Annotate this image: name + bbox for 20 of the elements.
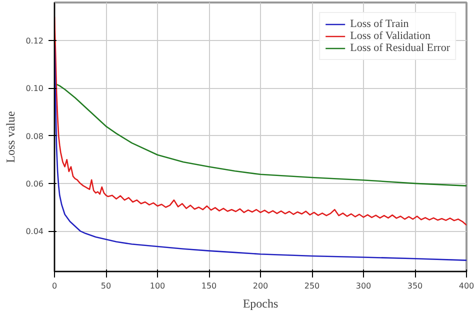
legend-label: Loss of Train [350,18,409,30]
x-tick-label: 100 [150,282,166,290]
y-tick-label: 0.08 [26,132,44,141]
x-axis-title: Epochs [242,296,278,310]
x-tick-label: 150 [201,282,217,290]
y-tick-label: 0.10 [26,84,44,94]
y-tick-label: 0.12 [26,36,44,46]
x-tick-label: 0 [52,282,58,290]
y-tick-label: 0.06 [26,179,44,188]
legend-label: Loss of Validation [350,30,431,42]
x-tick-label: 400 [458,282,474,290]
legend-label: Loss of Residual Error [350,42,450,54]
x-tick-label: 350 [407,282,423,290]
x-tick-label: 300 [356,282,372,290]
y-tick-label: 0.04 [26,227,44,236]
x-tick-label: 200 [252,282,268,290]
line-series [54,82,466,186]
x-tick-label: 250 [304,282,320,290]
y-axis-title: Loss value [4,111,18,163]
x-tick-label: 50 [100,282,112,290]
